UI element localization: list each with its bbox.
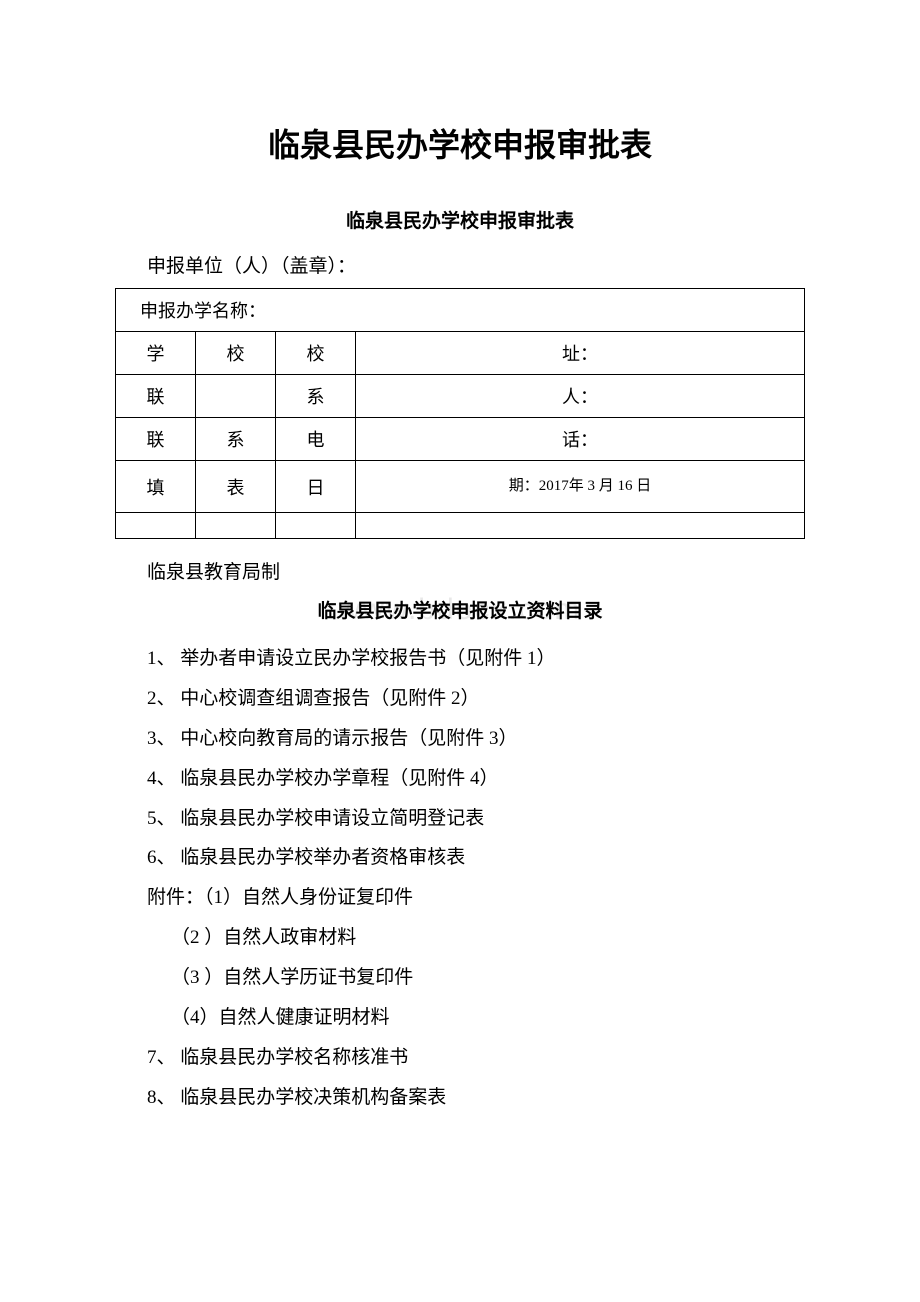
cell-r6c2 [196, 513, 276, 539]
list-item: 8、 临泉县民办学校决策机构备案表 [115, 1078, 805, 1118]
cell-r2c4: 址： [356, 332, 805, 375]
main-title: 临泉县民办学校申报审批表 [115, 120, 805, 166]
cell-r3c2 [196, 375, 276, 418]
cell-r3c4: 人： [356, 375, 805, 418]
cell-r5c4-date: 期：2017年 3 月 16 日 [356, 461, 805, 513]
list-item: （4）自然人健康证明材料 [115, 998, 805, 1038]
list-item: 5、 临泉县民办学校申请设立简明登记表 [115, 799, 805, 839]
list-item: （3 ）自然人学历证书复印件 [115, 958, 805, 998]
cell-r6c4 [356, 513, 805, 539]
cell-r4c3: 电 [276, 418, 356, 461]
cell-r5c2: 表 [196, 461, 276, 513]
cell-r3c3: 系 [276, 375, 356, 418]
cell-r2c3: 校 [276, 332, 356, 375]
cell-r2c1: 学 [116, 332, 196, 375]
cell-r4c4: 话： [356, 418, 805, 461]
section-title: 临泉县民办学校申报设立资料目录 [115, 596, 805, 623]
sub-title: 临泉县民办学校申报审批表 [115, 206, 805, 233]
issuer-label: 临泉县教育局制 [115, 557, 805, 584]
cell-r4c1: 联 [116, 418, 196, 461]
info-table: 申报办学名称： 学 校 校 址： 联 系 人： 联 系 电 话： 填 表 日 期… [115, 288, 805, 539]
cell-r5c3: 日 [276, 461, 356, 513]
list-item: 7、 临泉县民办学校名称核准书 [115, 1038, 805, 1078]
cell-r2c2: 校 [196, 332, 276, 375]
list-item: 4、 临泉县民办学校办学章程（见附件 4） [115, 759, 805, 799]
list-item: 3、 中心校向教育局的请示报告（见附件 3） [115, 719, 805, 759]
list-item: 2、 中心校调查组调查报告（见附件 2） [115, 679, 805, 719]
cell-r4c2: 系 [196, 418, 276, 461]
cell-r6c3 [276, 513, 356, 539]
cell-r6c1 [116, 513, 196, 539]
cell-r3c1: 联 [116, 375, 196, 418]
list-item: 6、 临泉县民办学校举办者资格审核表 [115, 838, 805, 878]
list-item: 1、 举办者申请设立民办学校报告书（见附件 1） [115, 639, 805, 679]
list-item: （2 ）自然人政审材料 [115, 918, 805, 958]
school-name-label: 申报办学名称： [116, 289, 805, 332]
cell-r5c1: 填 [116, 461, 196, 513]
applicant-label: 申报单位（人）（盖章）： [115, 251, 805, 278]
list-item: 附件：（1）自然人身份证复印件 [115, 878, 805, 918]
